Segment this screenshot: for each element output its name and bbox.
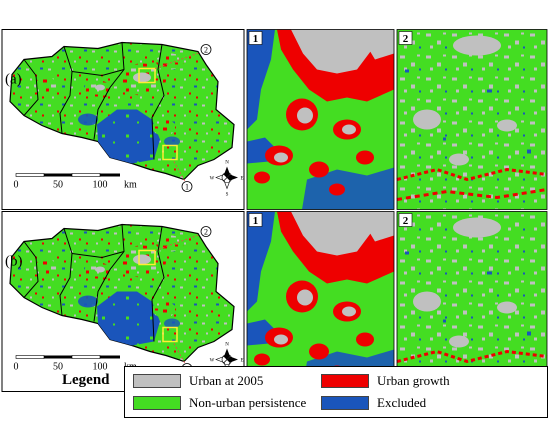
legend-swatch	[133, 374, 181, 388]
legend-label: Urban at 2005	[189, 373, 264, 388]
map-panel-b: (b) 2 1 0 50 100 km N S E W	[1, 210, 245, 393]
panel-label: (b)	[5, 254, 23, 270]
legend-item-urban-growth: Urban growth	[321, 373, 450, 389]
scale-tick-0: 0	[14, 362, 19, 373]
inset-b-1: 1	[246, 211, 395, 392]
legend-item-excluded: Excluded	[321, 395, 426, 411]
scale-tick-100: 100	[93, 362, 108, 373]
svg-text:W: W	[210, 359, 215, 364]
scale-tick-50: 50	[53, 362, 63, 373]
legend-box: Urban at 2005 Urban growth Non-urban per…	[124, 366, 548, 418]
scale-unit: km	[124, 180, 137, 191]
compass-icon: N S E W	[210, 161, 244, 198]
inset-label: 1	[253, 215, 259, 227]
svg-text:E: E	[240, 177, 243, 182]
legend-item-urban-2005: Urban at 2005	[133, 373, 263, 389]
map-marker-2: 2	[204, 228, 208, 237]
inset-label: 2	[403, 215, 409, 227]
map-marker-2: 2	[204, 46, 208, 55]
inset-a-2: 2	[395, 28, 549, 211]
scale-tick-50: 50	[53, 180, 63, 191]
legend-label: Non-urban persistence	[189, 395, 307, 410]
svg-text:S: S	[226, 193, 229, 198]
legend: Legend Urban at 2005 Urban growth Non-ur…	[0, 366, 550, 421]
panel-label: (a)	[5, 72, 22, 88]
svg-text:W: W	[210, 177, 215, 182]
legend-title: Legend	[62, 372, 110, 388]
legend-swatch	[321, 396, 369, 410]
inset-a-1: 1	[246, 29, 395, 210]
legend-label: Urban growth	[377, 373, 450, 388]
inset-b-2: 2	[395, 210, 549, 393]
inset-label: 2	[403, 33, 409, 45]
map-marker-1: 1	[185, 183, 189, 192]
legend-item-non-urban: Non-urban persistence	[133, 395, 306, 411]
map-panel-a: (a) 2 1 0 50 100 km N S E W	[1, 28, 245, 211]
inset-label: 1	[253, 33, 259, 45]
legend-swatch	[133, 396, 181, 410]
scale-tick-0: 0	[14, 180, 19, 191]
svg-text:N: N	[225, 343, 229, 348]
legend-swatch	[321, 374, 369, 388]
scale-tick-100: 100	[93, 180, 108, 191]
legend-label: Excluded	[377, 395, 427, 410]
svg-text:E: E	[240, 359, 243, 364]
svg-text:N: N	[225, 161, 229, 166]
